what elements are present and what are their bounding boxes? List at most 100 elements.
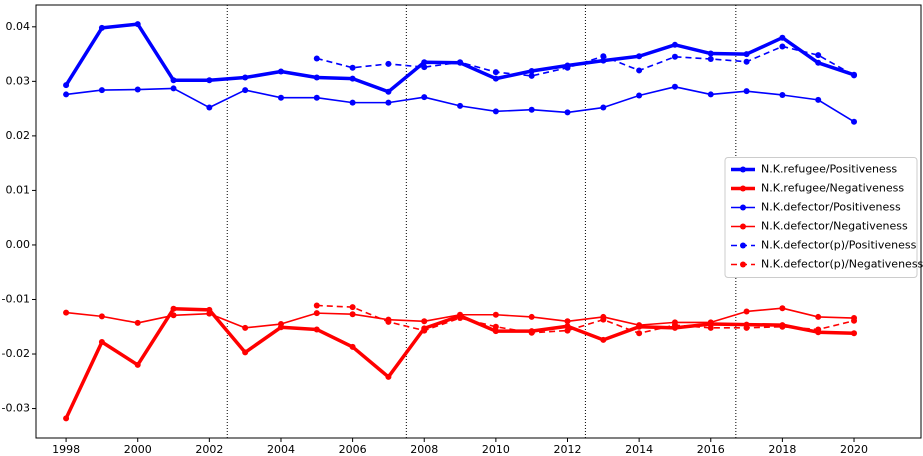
data-point — [851, 72, 858, 79]
data-point — [134, 86, 141, 93]
data-point — [63, 309, 70, 316]
data-point — [63, 91, 70, 98]
data-point — [815, 96, 822, 103]
data-point — [63, 82, 70, 89]
data-point — [671, 53, 678, 60]
data-point — [743, 88, 750, 95]
x-tick-label: 2018 — [768, 443, 796, 456]
data-point — [636, 322, 643, 329]
data-point — [600, 57, 607, 64]
data-point — [421, 59, 428, 66]
data-point — [851, 317, 858, 324]
data-point — [600, 53, 607, 60]
data-point — [779, 34, 786, 41]
data-point — [277, 68, 284, 75]
data-point — [492, 323, 499, 330]
data-point — [313, 310, 320, 317]
data-point — [385, 88, 392, 95]
data-point — [492, 108, 499, 115]
legend-label: N.K.refugee/Negativeness — [761, 182, 904, 195]
data-point — [170, 77, 177, 84]
data-point — [385, 60, 392, 67]
data-point — [492, 75, 499, 82]
data-point — [492, 328, 499, 335]
data-point — [313, 74, 320, 81]
x-tick-label: 2012 — [554, 443, 582, 456]
data-point — [421, 318, 428, 325]
data-point — [421, 94, 428, 101]
data-point — [779, 323, 786, 330]
data-point — [313, 94, 320, 101]
y-tick-label: -0.02 — [2, 347, 30, 360]
data-point — [385, 99, 392, 106]
data-point — [98, 313, 105, 320]
data-point — [636, 67, 643, 74]
data-point — [851, 330, 858, 337]
legend-marker — [740, 166, 746, 173]
data-point — [707, 50, 714, 57]
data-point — [743, 308, 750, 315]
data-point — [564, 64, 571, 71]
data-point — [457, 59, 464, 66]
data-point — [277, 94, 284, 101]
x-tick-label: 2008 — [410, 443, 438, 456]
x-tick-label: 2006 — [339, 443, 367, 456]
series-line — [316, 45, 855, 77]
data-point — [492, 69, 499, 76]
data-point — [707, 324, 714, 331]
x-tick-label: 2010 — [482, 443, 510, 456]
y-tick-label: -0.03 — [2, 402, 30, 415]
data-point — [170, 305, 177, 312]
data-point — [457, 315, 464, 322]
data-point — [170, 312, 177, 319]
legend-marker — [740, 185, 746, 192]
x-tick-label: 2020 — [840, 443, 868, 456]
legend-label: N.K.defector(p)/Negativeness — [761, 258, 923, 271]
series-line — [316, 304, 855, 335]
data-point — [779, 305, 786, 312]
data-point — [636, 330, 643, 337]
data-point — [242, 87, 249, 94]
data-point — [349, 304, 356, 311]
series-line — [64, 22, 855, 94]
data-point — [815, 326, 822, 333]
legend-label: N.K.defector(p)/Positiveness — [761, 239, 917, 252]
data-point — [349, 343, 356, 350]
data-point — [313, 302, 320, 309]
data-point — [206, 104, 213, 111]
data-point — [707, 91, 714, 98]
legend-label: N.K.defector/Positiveness — [761, 201, 901, 214]
data-point — [242, 74, 249, 81]
data-point — [492, 311, 499, 318]
data-point — [206, 77, 213, 84]
data-point — [385, 318, 392, 325]
data-point — [385, 373, 392, 380]
data-point — [528, 72, 535, 79]
legend-box — [724, 157, 918, 278]
data-point — [528, 329, 535, 336]
legend-marker — [740, 223, 746, 230]
data-point — [564, 109, 571, 116]
data-point — [98, 87, 105, 94]
data-point — [564, 318, 571, 325]
plot-frame — [35, 4, 922, 439]
y-tick-label: -0.01 — [2, 292, 30, 305]
x-tick-label: 2002 — [195, 443, 223, 456]
legend-marker — [740, 204, 746, 211]
data-point — [98, 339, 105, 346]
data-point — [63, 415, 70, 422]
data-point — [134, 361, 141, 368]
y-tick-label: 0.00 — [6, 238, 31, 251]
data-point — [170, 85, 177, 92]
y-tick-label: 0.03 — [6, 74, 31, 87]
legend-label: N.K.refugee/Positiveness — [761, 163, 897, 176]
data-point — [421, 64, 428, 71]
data-point — [134, 21, 141, 28]
data-point — [349, 64, 356, 71]
data-point — [779, 43, 786, 50]
data-point — [277, 321, 284, 328]
data-point — [671, 41, 678, 48]
data-point — [564, 323, 571, 330]
legend-label: N.K.defector/Negativeness — [761, 220, 908, 233]
